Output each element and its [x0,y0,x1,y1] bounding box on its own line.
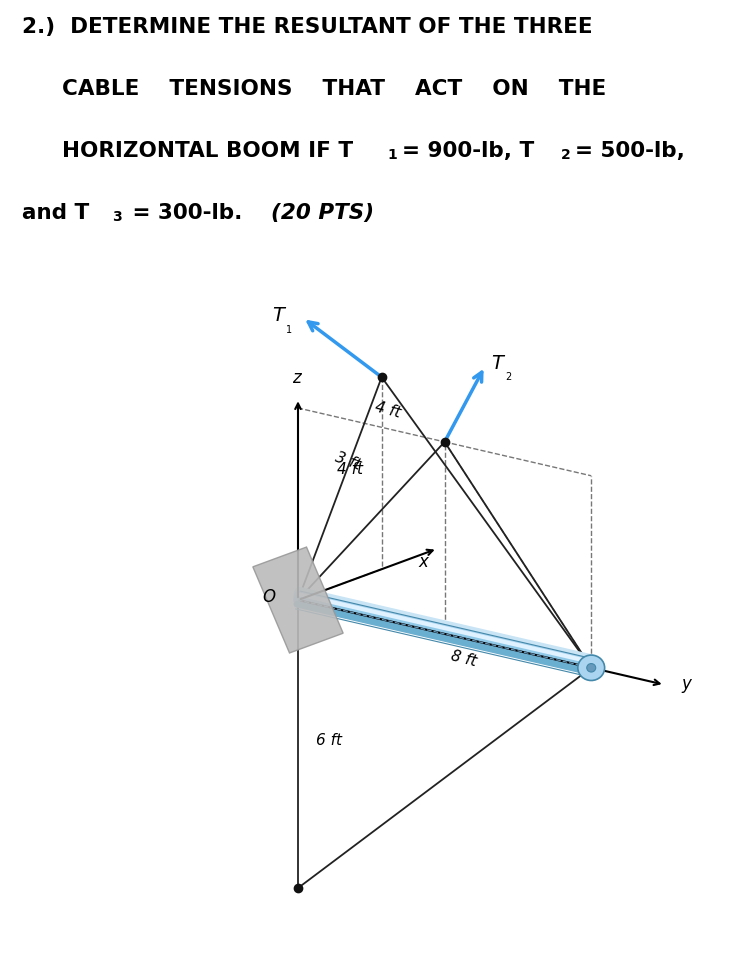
Text: 4 ft: 4 ft [337,461,364,476]
Text: $x$: $x$ [418,553,431,571]
Polygon shape [253,548,343,654]
Text: = 500-lb,: = 500-lb, [575,141,685,161]
Text: CABLE    TENSIONS    THAT    ACT    ON    THE: CABLE TENSIONS THAT ACT ON THE [62,79,606,99]
Text: HORIZONTAL BOOM IF T: HORIZONTAL BOOM IF T [62,141,353,161]
Text: 4 ft: 4 ft [373,399,402,420]
Circle shape [587,664,596,672]
Text: $_2$: $_2$ [505,369,513,382]
Text: $_1$: $_1$ [285,322,293,336]
Text: 3 ft: 3 ft [332,450,362,473]
Text: (20 PTS): (20 PTS) [271,203,375,223]
Text: $T$: $T$ [272,306,287,324]
Text: and T: and T [22,203,89,223]
Text: = 900-lb, T: = 900-lb, T [402,141,533,161]
Text: 6 ft: 6 ft [317,732,342,747]
Text: $y$: $y$ [681,676,694,694]
Text: = 300-lb.: = 300-lb. [124,203,250,223]
Text: $z$: $z$ [293,368,303,386]
Text: $O$: $O$ [262,588,277,606]
Circle shape [578,656,605,680]
Text: 2: 2 [561,149,571,162]
Text: $T$: $T$ [491,354,506,373]
Text: 1: 1 [388,149,398,162]
Text: 2.)  DETERMINE THE RESULTANT OF THE THREE: 2.) DETERMINE THE RESULTANT OF THE THREE [22,17,593,37]
Text: 8 ft: 8 ft [448,648,478,669]
Text: 3: 3 [112,211,121,224]
